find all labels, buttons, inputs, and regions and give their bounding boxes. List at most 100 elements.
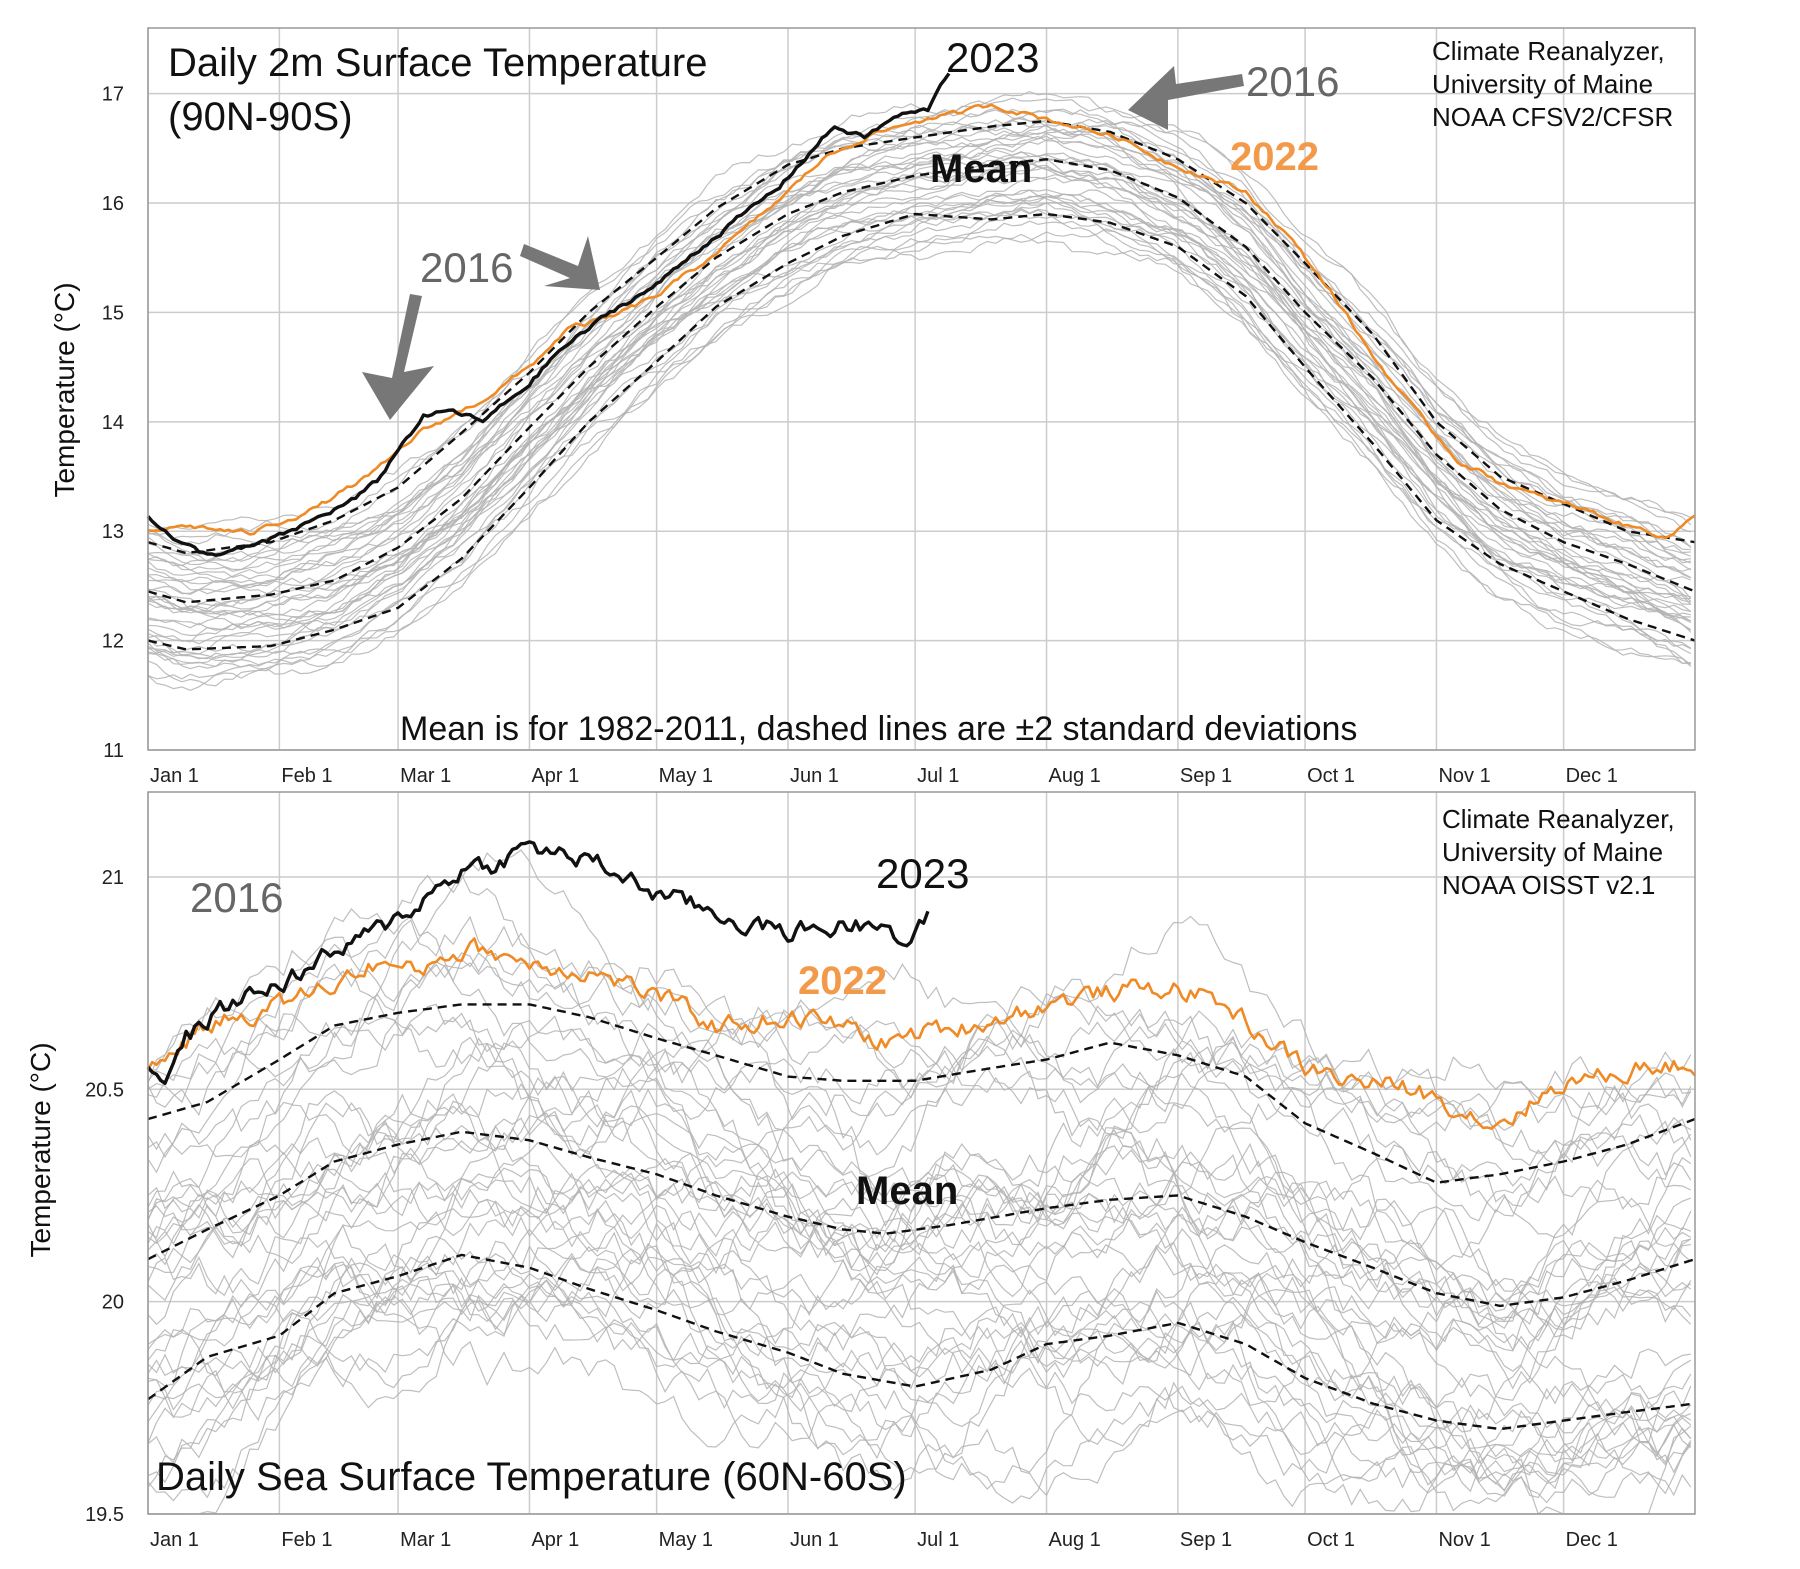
top-x-tick-label: Dec 1 — [1566, 765, 1618, 787]
bot-ensemble-line — [147, 1256, 1692, 1513]
top-series-2023 — [146, 72, 951, 557]
top-series-mean — [147, 158, 1696, 604]
top-ensemble-line — [147, 162, 1692, 618]
top-plot-frame — [147, 27, 1696, 751]
bot-ensemble-line — [147, 1016, 1692, 1239]
bot-ensemble-line — [147, 1284, 1692, 1491]
bottom-label-2022: 2022 — [798, 959, 887, 1003]
bot-x-tick-label: Aug 1 — [1049, 1529, 1101, 1551]
top-ensemble-line — [147, 189, 1692, 659]
top-x-tick-label: May 1 — [659, 765, 713, 787]
bot-ensemble-line — [147, 1242, 1692, 1484]
bot-ensemble-line — [147, 849, 1692, 1214]
bot-ensemble-line — [147, 1278, 1692, 1494]
top-series--2-sd — [147, 212, 1696, 651]
bot-series-mean — [147, 1130, 1696, 1308]
bottom-x-tick-labels: Jan 1 Feb 1 Mar 1 Apr 1 May 1 Jun 1 Jul 1 Aug 1… — [150, 1529, 1618, 1551]
top-chart-subtitle: (90N-90S) — [168, 95, 353, 139]
bot-ensemble-line — [147, 1093, 1692, 1321]
top-ensemble-line — [147, 135, 1692, 596]
top-series-lines — [146, 72, 1696, 651]
bot-ensemble-line — [147, 1269, 1692, 1502]
arrow-2016-mid — [520, 236, 600, 290]
top-ensemble-line — [147, 166, 1691, 616]
top-ensemble-line — [147, 136, 1692, 585]
surface-temperature-chart: 11 12 13 14 15 16 17 Jan 1 Feb 1 Mar 1 Apr 1 May 1… — [49, 27, 1696, 787]
top-x-tick-label: Sep 1 — [1180, 765, 1232, 787]
top-x-tick-label: Nov 1 — [1438, 765, 1490, 787]
top-y-tick-labels: 11 12 13 14 15 16 17 — [102, 84, 124, 762]
bottom-chart-title: Daily Sea Surface Temperature (60N-60S) — [156, 1455, 907, 1499]
bottom-source-line-2: University of Maine — [1442, 837, 1663, 867]
top-y-tick-label: 17 — [102, 84, 124, 106]
top-y-tick-label: 11 — [103, 740, 124, 762]
top-ensemble-line — [147, 228, 1691, 687]
top-label-2016-left: 2016 — [420, 244, 513, 291]
bot-ensemble-line — [147, 915, 1692, 1136]
bot-ensemble-line — [147, 873, 1691, 1271]
top-ensemble-line — [147, 211, 1691, 670]
bot-y-tick-label: 20 — [102, 1292, 124, 1314]
bottom-source-line-1: Climate Reanalyzer, — [1442, 804, 1675, 834]
top-ensemble-line — [147, 149, 1691, 631]
top-y-tick-label: 12 — [102, 631, 124, 653]
bot-ensemble-line — [147, 1200, 1692, 1499]
top-x-tick-label: Feb 1 — [281, 765, 332, 787]
bot-x-tick-label: Apr 1 — [531, 1529, 579, 1551]
top-ensemble-line — [147, 121, 1691, 571]
top-ensemble-line — [147, 97, 1691, 546]
bottom-plot-frame — [147, 791, 1696, 1515]
bot-ensemble-line — [147, 1224, 1692, 1444]
top-y-tick-label: 14 — [102, 412, 124, 434]
bot-series--2-sd — [147, 1253, 1696, 1431]
sea-surface-temperature-chart: 19.5 20 20.5 21 Jan 1 Feb 1 Mar 1 Apr 1 May 1 Ju… — [25, 791, 1696, 1551]
top-x-tick-label: Aug 1 — [1049, 765, 1101, 787]
top-x-tick-label: Jul 1 — [917, 765, 959, 787]
bot-ensemble-line — [147, 1222, 1692, 1516]
bot-x-tick-label: Oct 1 — [1307, 1529, 1355, 1551]
bot-ensemble-line — [147, 1012, 1692, 1222]
top-label-2022: 2022 — [1230, 135, 1319, 179]
top-ensemble-line — [147, 173, 1692, 630]
top-x-tick-label: Mar 1 — [400, 765, 451, 787]
bot-ensemble-line — [147, 952, 1692, 1208]
bot-x-tick-label: Jun 1 — [790, 1529, 839, 1551]
top-note: Mean is for 1982-2011, dashed lines are … — [400, 710, 1357, 748]
bot-ensemble-line — [147, 908, 1692, 1141]
bot-ensemble-line — [148, 1255, 1692, 1515]
bottom-series-lines — [146, 840, 1696, 1431]
bot-x-tick-label: Dec 1 — [1566, 1529, 1618, 1551]
bot-y-tick-label: 20.5 — [85, 1079, 124, 1101]
top-label-mean: Mean — [930, 147, 1032, 191]
top-ensemble-line — [147, 175, 1692, 617]
bot-series-2022 — [146, 937, 1696, 1130]
bot-ensemble-line — [147, 1167, 1692, 1372]
top-x-tick-label: Jun 1 — [790, 765, 839, 787]
bottom-label-mean: Mean — [856, 1169, 958, 1213]
bot-ensemble-line — [147, 1196, 1692, 1421]
top-chart-title: Daily 2m Surface Temperature — [168, 41, 708, 85]
bottom-source-line-3: NOAA OISST v2.1 — [1442, 870, 1655, 900]
arrow-2016-low — [362, 294, 434, 420]
bottom-label-2023: 2023 — [876, 850, 969, 897]
top-series-2022 — [147, 103, 1696, 540]
bot-ensemble-line — [147, 1137, 1692, 1343]
bot-ensemble-line — [147, 1112, 1692, 1331]
top-ensemble-line — [147, 123, 1691, 572]
top-x-tick-labels: Jan 1 Feb 1 Mar 1 Apr 1 May 1 Jun 1 Jul 1 Aug 1… — [150, 765, 1618, 787]
bot-x-tick-label: Nov 1 — [1438, 1529, 1490, 1551]
top-ensemble-line — [147, 90, 1692, 531]
top-y-tick-label: 13 — [102, 521, 124, 543]
bot-y-tick-label: 21 — [102, 867, 124, 889]
bot-x-tick-label: May 1 — [659, 1529, 713, 1551]
top-label-2016-right: 2016 — [1246, 58, 1339, 105]
top-x-tick-label: Oct 1 — [1307, 765, 1355, 787]
bottom-y-tick-labels: 19.5 20 20.5 21 — [85, 867, 124, 1526]
top-x-tick-label: Apr 1 — [531, 765, 579, 787]
bot-ensemble-line — [147, 962, 1692, 1119]
top-source-line-2: University of Maine — [1432, 69, 1653, 99]
bot-x-tick-label: Mar 1 — [400, 1529, 451, 1551]
top-series--2-sd — [147, 119, 1696, 555]
bottom-label-2016: 2016 — [190, 874, 283, 921]
